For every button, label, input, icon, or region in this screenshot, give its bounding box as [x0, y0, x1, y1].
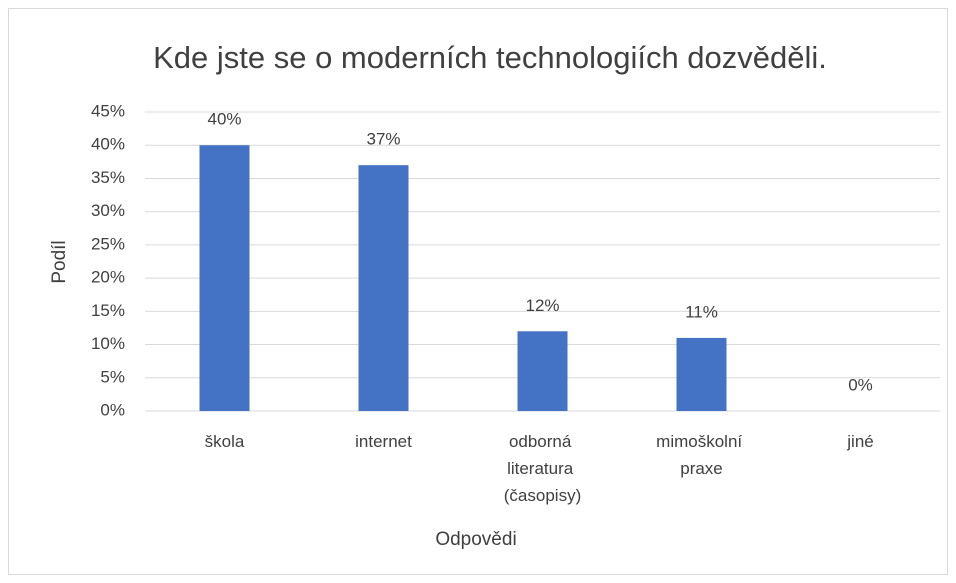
- y-axis-label: Podíl: [49, 240, 70, 283]
- x-tick-label: škola: [205, 432, 245, 451]
- bar: [199, 145, 250, 411]
- x-tick-label: odborná literatura (časopisy): [504, 432, 581, 505]
- data-label: 0%: [848, 375, 873, 394]
- y-tick-label: 10%: [91, 334, 125, 353]
- y-tick-label: 25%: [91, 234, 125, 253]
- x-tick-label-line: praxe: [680, 459, 723, 478]
- data-label: 12%: [525, 296, 559, 315]
- y-tick-label: 5%: [100, 367, 125, 386]
- x-tick-label: jiné: [846, 432, 873, 451]
- y-tick-label: 35%: [91, 168, 125, 187]
- y-tick-label: 40%: [91, 135, 125, 154]
- x-tick-label-line: škola: [205, 432, 245, 451]
- y-tick-label: 15%: [91, 301, 125, 320]
- x-axis-label: Odpovědi: [435, 529, 516, 550]
- bar: [358, 165, 409, 411]
- x-tick-label-line: mimoškolní: [656, 432, 747, 451]
- data-label: 11%: [685, 302, 718, 321]
- x-tick-label-line: odborná: [509, 432, 576, 451]
- y-tick-label: 30%: [91, 201, 125, 220]
- x-tick-label: internet: [355, 432, 412, 451]
- x-tick-label-line: literatura: [507, 459, 578, 478]
- chart-title: Kde jste se o moderních technologiích do…: [153, 40, 827, 75]
- x-tick-label: mimoškolní praxe: [656, 432, 747, 478]
- x-tick-label-line: internet: [355, 432, 412, 451]
- y-tick-label: 0%: [100, 400, 125, 419]
- data-label: 37%: [366, 130, 400, 149]
- bar: [517, 331, 568, 411]
- data-label: 40%: [207, 110, 241, 129]
- x-tick-label-line: jiné: [846, 432, 873, 451]
- y-tick-label: 45%: [91, 101, 125, 120]
- chart-border: [8, 8, 948, 575]
- y-tick-label: 20%: [91, 268, 125, 287]
- bar: [676, 337, 727, 411]
- x-tick-label-line: (časopisy): [504, 486, 581, 505]
